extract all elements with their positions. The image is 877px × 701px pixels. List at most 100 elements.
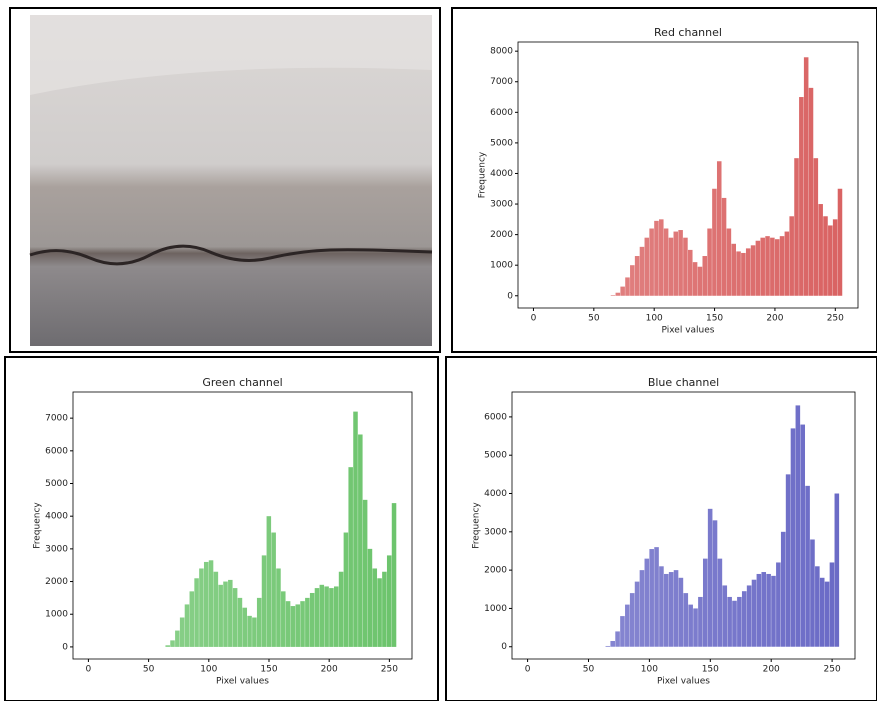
bar [300,601,305,647]
panel-frame [451,7,877,353]
bar [722,585,728,647]
bar [707,228,712,296]
y-tick-label: 5000 [45,479,68,489]
x-tick-label: 250 [827,314,844,324]
bar [837,188,843,296]
bar [309,592,315,647]
y-axis-label: Frequency [472,502,482,549]
bar [771,575,776,647]
bar [668,237,674,296]
bar [615,292,621,296]
bar [755,240,761,296]
bar [780,531,786,647]
bar [829,562,835,647]
bar [776,562,781,647]
x-tick-label: 50 [588,314,600,324]
y-tick-label: 1000 [490,261,513,271]
bar [391,503,397,647]
bar [625,604,630,647]
bar [654,220,659,296]
x-tick-label: 200 [763,665,780,675]
bar [281,591,286,647]
bar [693,608,698,647]
bar [367,548,373,647]
bar [165,645,170,647]
bar [179,617,185,647]
x-tick-label: 100 [646,314,663,324]
bar [789,216,794,296]
bar [232,588,238,647]
bar [784,231,790,296]
bar [716,161,722,296]
bar [702,256,708,296]
plot-frame [511,391,856,660]
x-tick-label: 150 [702,665,719,675]
x-tick-label: 100 [200,665,217,675]
bar [605,645,611,647]
bar [741,252,746,296]
bar [314,588,320,647]
bar [338,571,344,647]
bar [208,560,214,647]
bar [712,188,717,296]
panel-frame [445,356,877,701]
bar [727,596,732,647]
bar [348,467,353,647]
bar [673,570,679,647]
x-tick-label: 50 [143,665,155,675]
y-tick-label: 8000 [490,47,513,57]
y-tick-label: 6000 [484,412,507,422]
bar [386,555,392,647]
bar [766,573,771,647]
bar [639,570,645,647]
y-tick-label: 7000 [45,414,68,424]
y-tick-label: 2000 [45,577,68,587]
bar [663,228,669,296]
bar [213,571,219,647]
bar [808,87,814,296]
bar [736,251,741,296]
bar [247,615,252,647]
bar [750,245,756,296]
bar [760,237,765,296]
y-tick-label: 3000 [45,544,68,554]
y-tick-label: 1000 [45,610,68,620]
y-axis-label: Frequency [478,151,488,198]
plot-frame [72,391,413,660]
bar [252,617,257,647]
bar [726,228,732,296]
bar [639,246,645,296]
x-tick-label: 200 [766,314,783,324]
bar [329,588,334,647]
bar [630,265,635,296]
bar [170,640,175,647]
bar [823,216,828,296]
photo-crack [29,244,433,266]
bar [610,640,615,647]
bar [805,485,810,647]
bar [824,581,830,647]
bar [795,405,801,647]
bar [702,558,708,647]
bar [194,578,199,647]
x-tick-label: 0 [531,314,537,324]
bar [717,558,723,647]
bar [372,568,378,647]
y-tick-label: 6000 [490,108,513,118]
y-tick-label: 4000 [484,489,507,499]
bar [634,581,640,647]
bar [228,579,233,647]
x-axis-label: Pixel values [216,677,269,687]
bar [382,571,387,647]
bar [285,601,291,647]
bar [242,607,248,647]
bar [712,520,718,647]
bar [276,568,281,647]
bar [721,197,727,296]
bar [800,424,806,647]
bar [620,616,625,647]
y-tick-label: 0 [62,642,68,652]
y-tick-label: 0 [501,642,507,652]
y-tick-label: 6000 [45,446,68,456]
